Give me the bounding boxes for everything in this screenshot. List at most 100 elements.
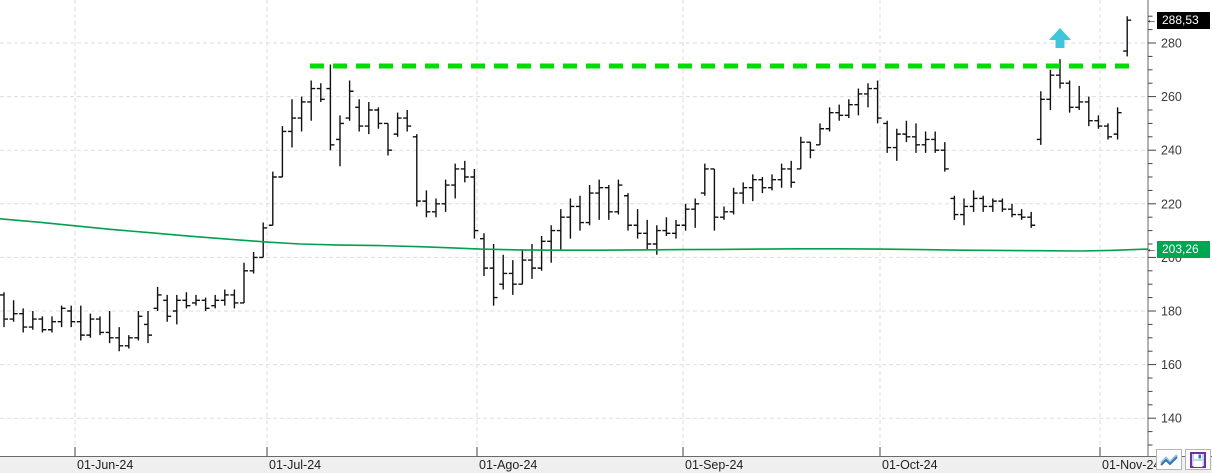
ohlc-bar[interactable] — [825, 107, 834, 132]
ohlc-bar[interactable] — [566, 198, 575, 239]
ohlc-bar[interactable] — [307, 80, 316, 121]
ohlc-bar[interactable] — [105, 311, 114, 344]
ohlc-bar[interactable] — [921, 131, 930, 153]
ohlc-bar[interactable] — [172, 294, 181, 325]
save-button[interactable] — [1185, 449, 1211, 470]
ohlc-bar[interactable] — [28, 311, 37, 330]
ohlc-bar[interactable] — [144, 311, 152, 344]
ohlc-bar[interactable] — [432, 198, 440, 218]
ohlc-bar[interactable] — [115, 327, 124, 352]
ohlc-bar[interactable] — [1113, 107, 1122, 140]
ohlc-bar[interactable] — [403, 110, 412, 132]
ohlc-bar[interactable] — [556, 209, 565, 250]
ohlc-bar[interactable] — [76, 305, 85, 341]
moving-average-line[interactable] — [0, 218, 1149, 252]
ohlc-bar[interactable] — [163, 294, 172, 322]
ohlc-bar[interactable] — [710, 168, 719, 231]
ohlc-bar[interactable] — [1084, 96, 1093, 127]
ohlc-bar[interactable] — [748, 174, 757, 202]
ohlc-bar[interactable] — [806, 141, 815, 159]
ohlc-bar[interactable] — [796, 136, 805, 170]
ohlc-bar[interactable] — [547, 225, 556, 263]
ohlc-bar[interactable] — [259, 222, 268, 259]
ohlc-bar[interactable] — [777, 163, 786, 188]
ohlc-bar[interactable] — [854, 88, 863, 116]
ohlc-bar[interactable] — [537, 235, 546, 271]
ohlc-bar[interactable] — [201, 297, 210, 311]
ohlc-bar[interactable] — [384, 122, 392, 156]
ohlc-bar[interactable] — [9, 300, 18, 322]
ohlc-bar[interactable] — [633, 209, 642, 239]
ohlc-bar[interactable] — [374, 107, 383, 129]
ohlc-bar[interactable] — [844, 99, 853, 119]
ohlc-bar[interactable] — [787, 160, 796, 188]
price-chart-plot[interactable]: 140160180200220240260280 — [0, 0, 1212, 456]
ohlc-bar[interactable] — [38, 316, 47, 333]
ohlc-bar[interactable] — [230, 289, 239, 309]
ohlc-bar[interactable] — [1075, 85, 1084, 110]
ohlc-bar[interactable] — [883, 120, 892, 153]
ohlc-bar[interactable] — [940, 142, 949, 172]
ohlc-bar[interactable] — [0, 292, 8, 328]
ohlc-bar[interactable] — [278, 126, 287, 178]
ohlc-bar[interactable] — [220, 289, 229, 306]
ohlc-bar[interactable] — [969, 190, 978, 212]
ohlc-bar[interactable] — [979, 195, 988, 212]
ohlc-bar[interactable] — [268, 171, 277, 226]
ohlc-bar[interactable] — [1094, 115, 1103, 129]
ohlc-bar[interactable] — [700, 163, 709, 196]
ohlc-bar[interactable] — [508, 260, 517, 295]
ohlc-bar[interactable] — [576, 195, 584, 231]
ohlc-bar[interactable] — [931, 131, 940, 153]
ohlc-bar[interactable] — [873, 80, 882, 124]
ohlc-bar[interactable] — [864, 83, 872, 108]
ohlc-bar[interactable] — [441, 179, 450, 212]
ohlc-bar[interactable] — [1104, 123, 1112, 140]
ohlc-bar[interactable] — [288, 99, 296, 148]
ohlc-bar[interactable] — [595, 179, 604, 220]
ohlc-bar[interactable] — [48, 316, 56, 333]
ohlc-bar[interactable] — [124, 335, 133, 349]
ohlc-bar[interactable] — [57, 305, 66, 328]
ohlc-bar[interactable] — [988, 198, 997, 212]
ohlc-bar[interactable] — [729, 187, 738, 215]
ohlc-bar[interactable] — [1065, 80, 1074, 113]
ohlc-bar[interactable] — [1008, 203, 1016, 218]
ohlc-bar[interactable] — [393, 112, 402, 137]
ohlc-bar[interactable] — [182, 292, 191, 309]
ohlc-bar[interactable] — [336, 115, 344, 167]
ohlc-bar[interactable] — [240, 262, 248, 304]
ohlc-bar[interactable] — [153, 286, 162, 311]
ohlc-bar[interactable] — [249, 252, 258, 274]
ohlc-bar[interactable] — [691, 198, 700, 228]
ohlc-bar[interactable] — [662, 217, 671, 236]
ohlc-bar[interactable] — [585, 185, 594, 226]
ohlc-bar[interactable] — [489, 244, 498, 306]
ohlc-bar[interactable] — [86, 313, 95, 338]
ohlc-bar[interactable] — [768, 174, 776, 191]
ohlc-bar[interactable] — [902, 120, 911, 143]
ohlc-bar[interactable] — [422, 190, 431, 218]
ohlc-bar[interactable] — [364, 101, 373, 135]
ohlc-bar[interactable] — [835, 104, 844, 121]
ohlc-bar[interactable] — [624, 193, 632, 231]
ohlc-bar[interactable] — [758, 177, 767, 194]
ohlc-bar[interactable] — [96, 316, 104, 336]
ohlc-bar[interactable] — [643, 219, 652, 250]
up-arrow-marker[interactable] — [1049, 28, 1071, 48]
ohlc-bar[interactable] — [499, 254, 508, 290]
ohlc-bar[interactable] — [518, 249, 527, 285]
ohlc-bar[interactable] — [326, 64, 335, 151]
ohlc-bar[interactable] — [460, 160, 469, 183]
ohlc-bar[interactable] — [1056, 59, 1064, 89]
ohlc-bar[interactable] — [451, 163, 460, 199]
ohlc-bar[interactable] — [412, 134, 421, 207]
ohlc-bar[interactable] — [134, 311, 143, 341]
ohlc-bar[interactable] — [604, 185, 613, 220]
ohlc-bar[interactable] — [211, 294, 220, 309]
ohlc-bar[interactable] — [316, 83, 325, 102]
ohlc-bar[interactable] — [681, 203, 690, 231]
ohlc-bar[interactable] — [192, 294, 200, 306]
ohlc-bar[interactable] — [1027, 211, 1036, 228]
ohlc-bar[interactable] — [470, 168, 479, 239]
